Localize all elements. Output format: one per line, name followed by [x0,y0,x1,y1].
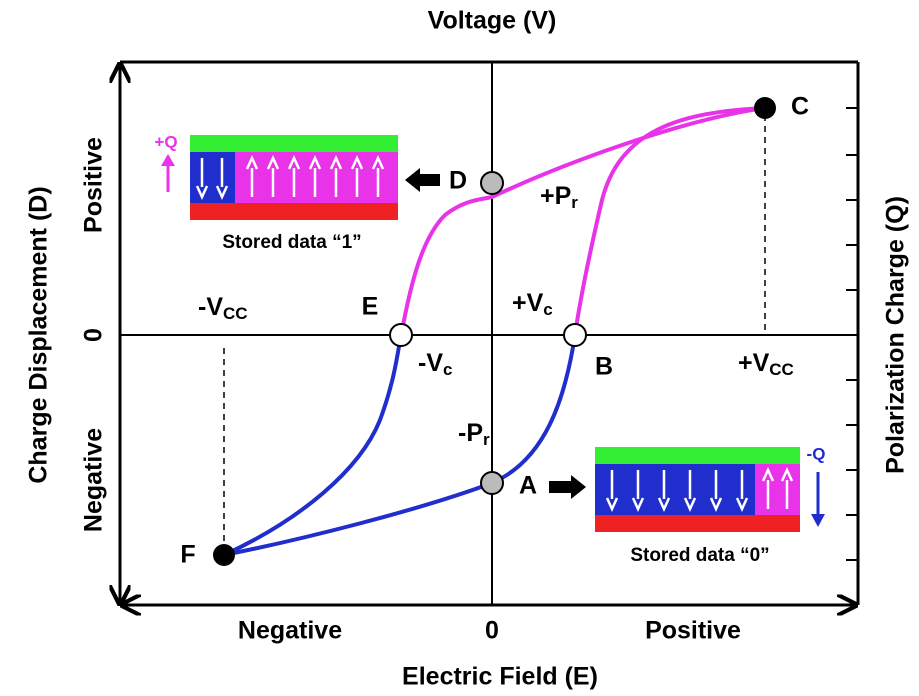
label-sub: r [571,193,578,212]
label-sub: r [483,430,490,449]
inset-caption: Stored data “1” [222,232,361,253]
point-label: A [519,472,537,500]
pointer-arrow [405,168,440,192]
label-main: -V [198,293,223,321]
bottom-tick: Negative [238,617,342,645]
electrode-top [595,447,800,464]
upper-branch [401,108,765,335]
page: {"axes": {"top_label": "Voltage (V)", "b… [0,0,919,696]
point-label: C [791,93,809,121]
level-label: -Vc [418,349,452,380]
label-main: +P [540,182,571,210]
label-sub: c [443,360,452,379]
right-axis-title: Polarization Charge (Q) [882,196,910,474]
point-c [754,97,776,119]
bottom-axis-title: Electric Field (E) [402,663,598,691]
level-label: +Vc [512,289,553,320]
point-d [481,172,503,194]
lower-branch [224,335,575,555]
label-main: +V [512,289,544,317]
diagram: Voltage (V) Electric Field (E) Charge Di… [0,0,919,696]
left-tick: 0 [80,328,108,342]
charge-label: -Q [807,444,826,463]
label-main: -P [458,419,483,447]
label-sub: c [543,300,552,319]
top-axis-title: Voltage (V) [428,7,557,35]
point-a [481,472,503,494]
left-branch [224,335,401,555]
domain-down [190,152,235,203]
level-label: -VCC [198,293,248,324]
level-label: +Pr [540,182,578,213]
label-sub: CC [223,304,248,323]
electrode-bottom [190,203,398,220]
level-label: -Pr [458,419,490,450]
point-label: B [595,353,613,381]
point-label: E [362,293,379,321]
point-b [564,324,586,346]
domain-up [755,464,800,515]
left-tick: Negative [80,428,108,532]
bottom-tick: Positive [645,617,741,645]
right-branch [575,108,765,335]
bottom-tick: 0 [485,617,499,645]
point-label: D [449,167,467,195]
electrode-bottom [595,515,800,532]
level-label: +VCC [738,349,794,380]
charge-arrow-head [161,154,175,166]
label-main: -V [418,349,443,377]
point-label: F [180,541,195,569]
left-axis-title: Charge Displacement (D) [25,186,53,483]
pointer-arrow [549,475,586,499]
point-f [213,544,235,566]
label-main: +V [738,349,770,377]
left-tick: Positive [80,137,108,233]
charge-arrow-head [811,514,825,527]
electrode-top [190,135,398,152]
inset-caption: Stored data “0” [630,545,769,566]
label-sub: CC [769,360,794,379]
point-e [390,324,412,346]
charge-label: +Q [154,132,177,151]
domain-down [595,464,755,515]
